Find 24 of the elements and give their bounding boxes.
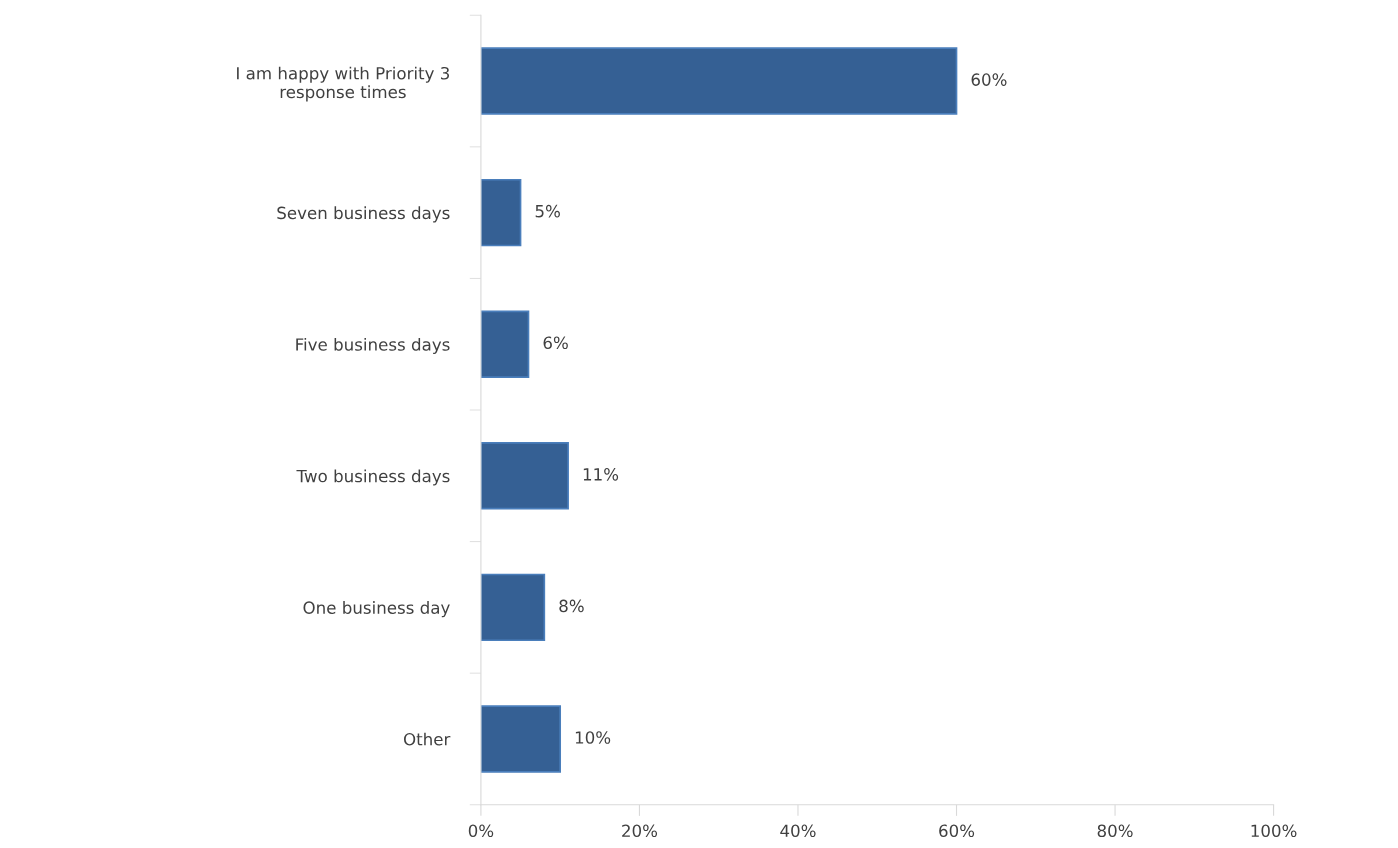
bar <box>480 442 569 510</box>
y-tick-label: Other <box>403 732 451 746</box>
data-label: 6% <box>543 336 568 350</box>
bar <box>480 310 530 378</box>
x-tick-label: 0% <box>468 824 494 838</box>
y-tick-label: Seven business days <box>277 206 450 223</box>
x-tick-label: 60% <box>939 824 975 838</box>
bar <box>480 178 522 247</box>
x-tick-label: 100% <box>1251 824 1297 838</box>
y-tick-label: Two business days <box>296 469 450 486</box>
data-label: 60% <box>971 73 1007 86</box>
bar <box>480 47 958 115</box>
y-tick-label: One business day <box>303 601 450 618</box>
y-tick-label: Five business days <box>296 337 450 355</box>
data-label: 8% <box>559 599 584 613</box>
bar <box>480 705 562 773</box>
data-label: 10% <box>575 731 611 744</box>
x-tick-label: 20% <box>622 824 658 838</box>
data-label: 5% <box>535 204 560 218</box>
x-tick-label: 40% <box>780 824 816 838</box>
y-tick-label: I am happy with Priority 3 response times <box>237 66 450 102</box>
bar <box>480 573 546 642</box>
x-tick-label: 80% <box>1097 824 1133 838</box>
data-label: 11% <box>583 468 619 481</box>
